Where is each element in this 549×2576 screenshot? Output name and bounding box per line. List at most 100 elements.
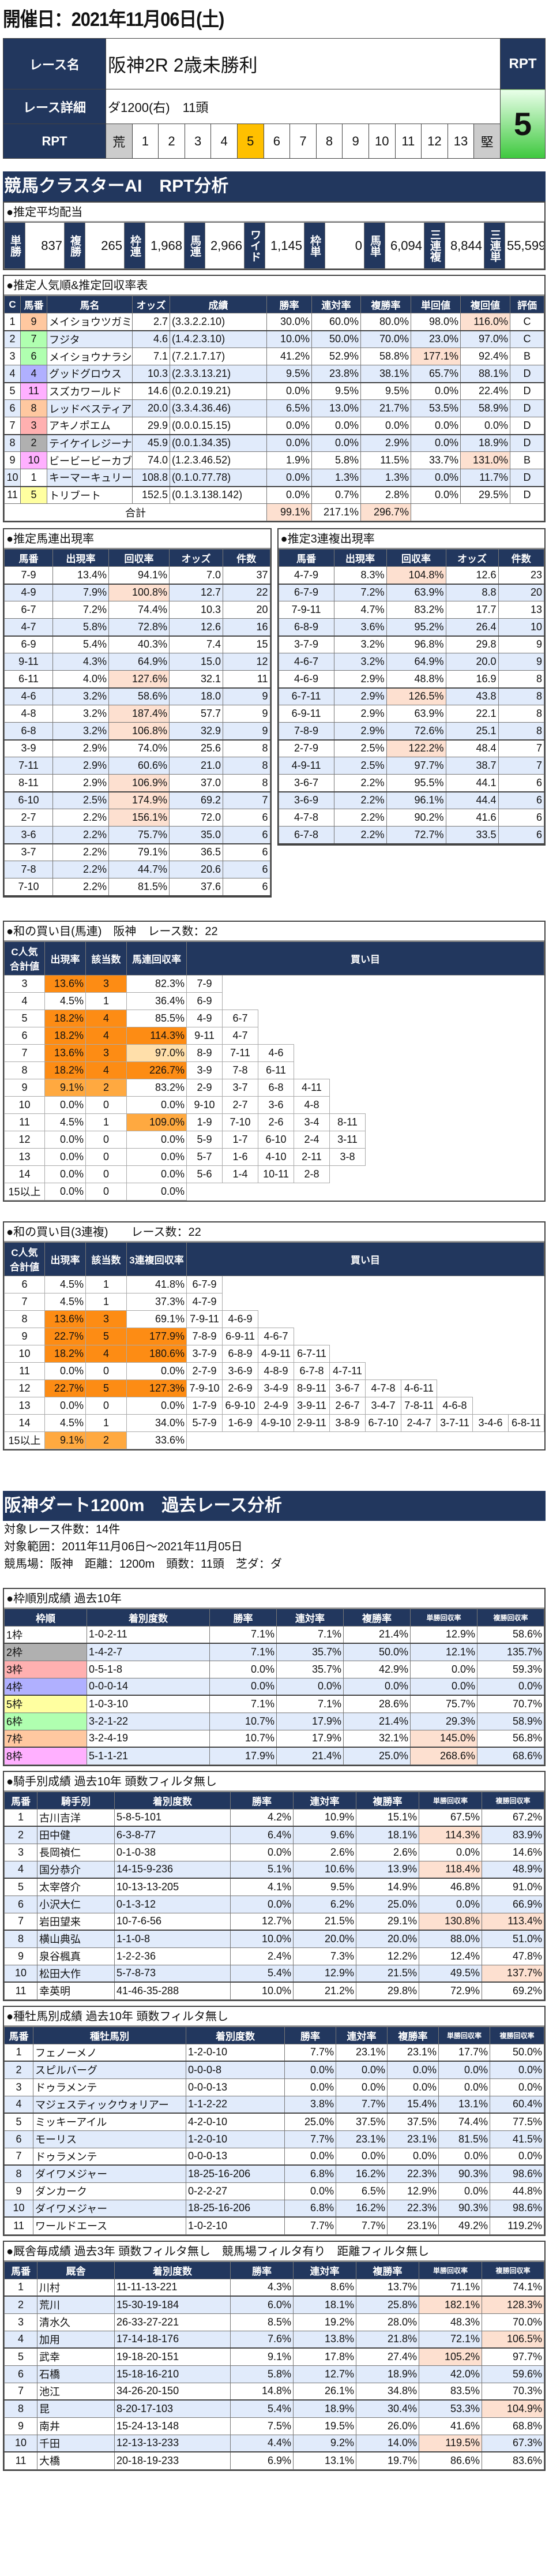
sire-table: 馬番 種牡馬別 着別度数 勝率 連対率 複勝率 単勝回収率 複勝回収率 1 フェノーメノ 1-2-0… bbox=[4, 2026, 544, 2235]
trio-cell: 20 bbox=[498, 584, 544, 601]
popularity-col-header: 馬名 bbox=[47, 296, 133, 313]
sum-rate: 0.0% bbox=[44, 1165, 86, 1183]
popularity-cell: D bbox=[510, 399, 544, 417]
sire-cell: 0.0% bbox=[387, 2061, 439, 2079]
stable-cell: 5.8% bbox=[230, 2365, 294, 2383]
empty-cell bbox=[330, 1345, 366, 1362]
empty-cell bbox=[294, 1328, 330, 1345]
total-label: 合計 bbox=[4, 503, 267, 521]
empty-cell bbox=[330, 1096, 366, 1113]
frame-cell: 5枠 bbox=[4, 1695, 87, 1713]
stable-cell: 10 bbox=[4, 2434, 37, 2452]
stable-cell: 2 bbox=[4, 2295, 37, 2314]
umaren-row: 2-7 2.2% 156.1% 72.0 6 bbox=[4, 809, 270, 827]
stable-cell: 8-20-17-103 bbox=[114, 2399, 231, 2418]
jockey-row: 4 国分恭介 14-15-9-236 5.1% 10.6% 13.9% 118.4% 48.9… bbox=[4, 1860, 544, 1879]
empty-cell bbox=[509, 1131, 544, 1148]
empty-cell bbox=[258, 1293, 294, 1310]
trio-cell: 4-7-9 bbox=[278, 566, 334, 585]
empty-cell bbox=[330, 1165, 366, 1183]
sum-count: 0 bbox=[85, 1396, 127, 1415]
empty-cell bbox=[509, 1183, 544, 1200]
sum-key: 13 bbox=[4, 1396, 45, 1415]
sire-cell: 0.0% bbox=[387, 2147, 439, 2166]
sire-cell: モーリス bbox=[33, 2130, 186, 2148]
frame-cell: 10.7% bbox=[209, 1712, 277, 1730]
trio-cell: 6-7-9 bbox=[278, 584, 334, 601]
trio-cell: 8 bbox=[498, 687, 544, 705]
stable-cell: 97.7% bbox=[482, 2347, 544, 2366]
empty-cell bbox=[294, 1044, 330, 1061]
combo-cell: 6-9-10 bbox=[222, 1396, 258, 1415]
stable-cell: 清水久 bbox=[37, 2313, 115, 2331]
trio-cell: 44.1 bbox=[445, 774, 499, 792]
sum-key: 11 bbox=[4, 1362, 45, 1380]
sire-cell: 17.7% bbox=[438, 2043, 490, 2062]
stable-cell: 1 bbox=[4, 2278, 37, 2297]
trio-cell: 122.2% bbox=[386, 739, 446, 757]
frame-cell: 50.0% bbox=[343, 1643, 411, 1661]
stable-col-header: 厩舎 bbox=[37, 2261, 115, 2279]
empty-cell bbox=[509, 1165, 544, 1183]
sire-cell: マジェスティックウォリアー bbox=[33, 2095, 186, 2114]
sum_umaren-row: 15以上 0.0% 0 0.0% bbox=[4, 1182, 544, 1201]
sire-cell: 10 bbox=[4, 2199, 33, 2218]
umaren-cell: 3.2% bbox=[52, 687, 109, 705]
past-count: 対象レース件数：14件 bbox=[4, 1523, 121, 1536]
sum-rate: 0.0% bbox=[44, 1130, 86, 1149]
trio-cell: 95.5% bbox=[386, 774, 446, 792]
jockey-cell: 21.2% bbox=[293, 1981, 356, 2000]
empty-cell bbox=[258, 992, 294, 1010]
empty-cell bbox=[366, 1044, 401, 1061]
popularity-cell: ビービービーカブー bbox=[47, 451, 133, 469]
stable-cell: 19.2% bbox=[293, 2313, 356, 2331]
umaren-row: 7-8 2.2% 44.7% 20.6 6 bbox=[4, 861, 270, 878]
combo-cell: 3-7 bbox=[222, 1078, 258, 1097]
umaren-cell: 6-8 bbox=[4, 722, 53, 741]
umaren-cell: 187.4% bbox=[108, 705, 170, 723]
umaren-row: 7-9 13.4% 94.1% 7.0 37 bbox=[4, 566, 270, 585]
jockey-cell: 11 bbox=[4, 1981, 37, 2000]
empty-cell bbox=[330, 1079, 366, 1096]
stable-cell: 15-24-13-148 bbox=[114, 2417, 231, 2435]
jockey-cell: 8 bbox=[4, 1930, 37, 1948]
sum-key: 4 bbox=[4, 992, 45, 1010]
jockey-cell: 0-1-3-12 bbox=[114, 1895, 231, 1913]
umaren-cell: 4.0% bbox=[52, 670, 109, 689]
combo-cell: 2-6-7 bbox=[329, 1396, 366, 1415]
jockey-cell: 10.0% bbox=[230, 1930, 294, 1948]
payout-value: 8,844 bbox=[445, 222, 484, 269]
popularity-cell: 0.0% bbox=[311, 434, 361, 452]
combo-cell: 10-11 bbox=[258, 1165, 294, 1183]
sum-key: 15以上 bbox=[4, 1431, 45, 1449]
frame-cell: 12.1% bbox=[410, 1643, 477, 1661]
umaren-cell: 79.1% bbox=[108, 843, 170, 861]
empty-cell bbox=[294, 975, 330, 992]
sum-rate: 18.2% bbox=[44, 1026, 86, 1045]
empty-cell bbox=[366, 1310, 401, 1328]
trio-cell: 2.9% bbox=[333, 722, 387, 741]
combo-cell: 5-7 bbox=[186, 1147, 223, 1166]
popularity-table: C馬番馬名オッズ成績勝率連対率複勝率単回値複回値評価19メイショウツガミネ2.7… bbox=[4, 296, 544, 521]
empty-cell bbox=[366, 1061, 401, 1079]
frame-cell: 7枠 bbox=[4, 1729, 87, 1748]
ai-section-header: 競馬クラスターAI RPT分析 bbox=[3, 171, 546, 201]
trio-cell: 97.7% bbox=[386, 757, 446, 775]
frame-cell: 1枠 bbox=[4, 1625, 87, 1644]
stable-cell: 5 bbox=[4, 2347, 37, 2366]
umaren-cell: 11 bbox=[223, 670, 270, 689]
empty-cell bbox=[473, 992, 509, 1010]
stable-cell: 106.5% bbox=[482, 2330, 544, 2349]
popularity-cell: D bbox=[510, 382, 544, 400]
popularity-cell: 2 bbox=[20, 434, 47, 452]
total-empty bbox=[411, 503, 544, 521]
jockey-table: 馬番 騎手別 着別度数 勝率 連対率 複勝率 単勝回収率 複勝回収率 1 古川吉洋 5-8-5-10… bbox=[4, 1791, 544, 2000]
empty-cell bbox=[437, 1379, 473, 1397]
trio-cell: 2.9% bbox=[333, 705, 387, 723]
jockey-cell: 5 bbox=[4, 1878, 37, 1896]
popularity-cell: 33.7% bbox=[411, 451, 461, 469]
popularity-cell: 2.9% bbox=[360, 434, 411, 452]
sum-key: 14 bbox=[4, 1414, 45, 1432]
empty-cell bbox=[258, 1010, 294, 1027]
sire-cell: 0.0% bbox=[336, 2147, 388, 2166]
